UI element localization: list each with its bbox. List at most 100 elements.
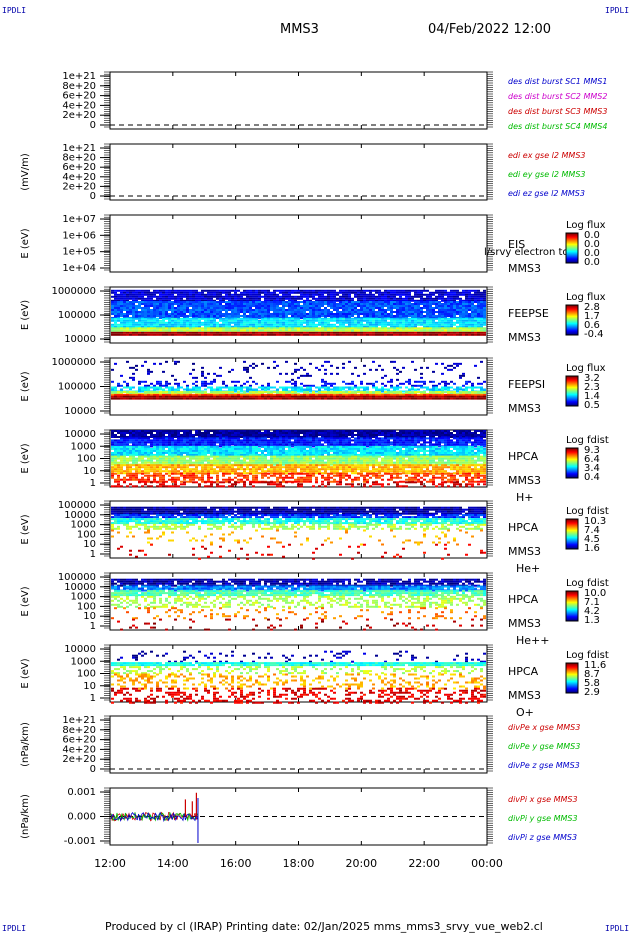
spectrogram-cell [369, 432, 372, 434]
spectrogram-cell [225, 293, 228, 296]
spectrogram-cell [306, 386, 309, 389]
spectrogram-cell [414, 307, 417, 309]
spectrogram-cell [465, 311, 468, 313]
spectrogram-cell [171, 323, 174, 326]
spectrogram-cell [369, 382, 372, 385]
spectrogram-cell [456, 321, 459, 324]
spectrogram-cell [450, 386, 453, 389]
spectrogram-cell [396, 319, 399, 322]
spectrogram-cell [237, 327, 240, 330]
spectrogram-cell [285, 388, 288, 391]
spectrogram-cell [126, 391, 129, 394]
spectrogram-cell [363, 313, 366, 315]
spectrogram-cell [246, 370, 249, 373]
spectrogram-cell [402, 395, 405, 398]
spectrogram-cell [423, 307, 426, 309]
spectrogram-cell [192, 293, 195, 296]
spectrogram-cell [417, 305, 420, 307]
colorbar-step [566, 308, 578, 310]
spectrogram-cell [297, 386, 300, 389]
spectrogram-cell [444, 291, 447, 294]
spectrogram-cell [291, 319, 294, 322]
spectrogram-cell [330, 329, 333, 332]
spectrogram-cell [357, 295, 360, 298]
spectrogram-cell [195, 397, 198, 400]
spectrogram-cell [432, 301, 435, 303]
spectrogram-cell [480, 291, 483, 294]
spectrogram-cell [168, 323, 171, 326]
spectrogram-cell [333, 388, 336, 391]
spectrogram-cell [360, 325, 363, 328]
spectrogram-cell [240, 321, 243, 324]
spectrogram-cell [480, 319, 483, 322]
spectrogram-cell [387, 380, 390, 383]
spectrogram-cell [426, 301, 429, 303]
spectrogram-cell [279, 386, 282, 389]
spectrogram-cell [225, 327, 228, 330]
spectrogram-cell [216, 307, 219, 309]
spectrogram-cell [249, 364, 252, 367]
spectrogram-cell [120, 327, 123, 330]
spectrogram-cell [354, 311, 357, 313]
spectrogram-cell [345, 297, 348, 300]
spectrogram-cell [162, 321, 165, 324]
spectrogram-cell [456, 325, 459, 328]
spectrogram-cell [381, 333, 384, 336]
colorbar-step [566, 458, 578, 460]
spectrogram-cell [171, 303, 174, 305]
spectrogram-cell [216, 323, 219, 326]
spectrogram-cell [111, 305, 114, 307]
spectrogram-cell [192, 395, 195, 398]
spectrogram-cell [282, 386, 285, 389]
spectrogram-cell [468, 327, 471, 330]
spectrogram-cell [246, 395, 249, 398]
spectrogram-cell [159, 289, 162, 292]
colorbar-step [566, 332, 578, 334]
spectrogram-cell [303, 317, 306, 320]
spectrogram-cell [129, 297, 132, 300]
spectrogram-cell [420, 329, 423, 332]
spectrogram-cell [441, 430, 444, 432]
spectrogram-cell [117, 309, 120, 311]
spectrogram-cell [297, 388, 300, 391]
spectrogram-cell [285, 397, 288, 400]
spectrogram-cell [165, 430, 168, 432]
spectrogram-cell [483, 303, 486, 305]
spectrogram-cell [297, 430, 300, 432]
spectrogram-cell [222, 323, 225, 326]
spectrogram-cell [177, 333, 180, 336]
spectrogram-cell [450, 299, 453, 302]
spectrogram-cell [303, 391, 306, 394]
spectrogram-cell [441, 321, 444, 324]
spectrogram-cell [369, 301, 372, 303]
spectrogram-cell [369, 311, 372, 313]
spectrogram-cell [387, 432, 390, 434]
spectrogram-cell [225, 432, 228, 434]
spectrogram-cell [321, 380, 324, 383]
spectrogram-cell [333, 430, 336, 432]
spectrogram-cell [138, 325, 141, 328]
spectrogram-cell [141, 307, 144, 309]
spectrogram-cell [135, 333, 138, 336]
spectrogram-cell [297, 289, 300, 292]
spectrogram-cell [180, 311, 183, 313]
spectrogram-cell [447, 388, 450, 391]
spectrogram-cell [387, 430, 390, 432]
spectrogram-cell [390, 309, 393, 311]
spectrogram-cell [297, 291, 300, 294]
spectrogram-cell [150, 313, 153, 315]
spectrogram-cell [132, 311, 135, 313]
spectrogram-cell [177, 307, 180, 309]
colorbar-title: Log flux [566, 292, 606, 303]
spectrogram-cell [429, 329, 432, 332]
spectrogram-cell [258, 331, 261, 334]
spectrogram-cell [474, 313, 477, 315]
spectrogram-cell [276, 289, 279, 292]
spectrogram-cell [189, 397, 192, 400]
spectrogram-cell [342, 329, 345, 332]
spectrogram-cell [303, 293, 306, 296]
spectrogram-cell [363, 325, 366, 328]
spectrogram-cell [174, 362, 177, 365]
spectrogram-cell [129, 388, 132, 391]
colorbar-step [566, 454, 578, 456]
